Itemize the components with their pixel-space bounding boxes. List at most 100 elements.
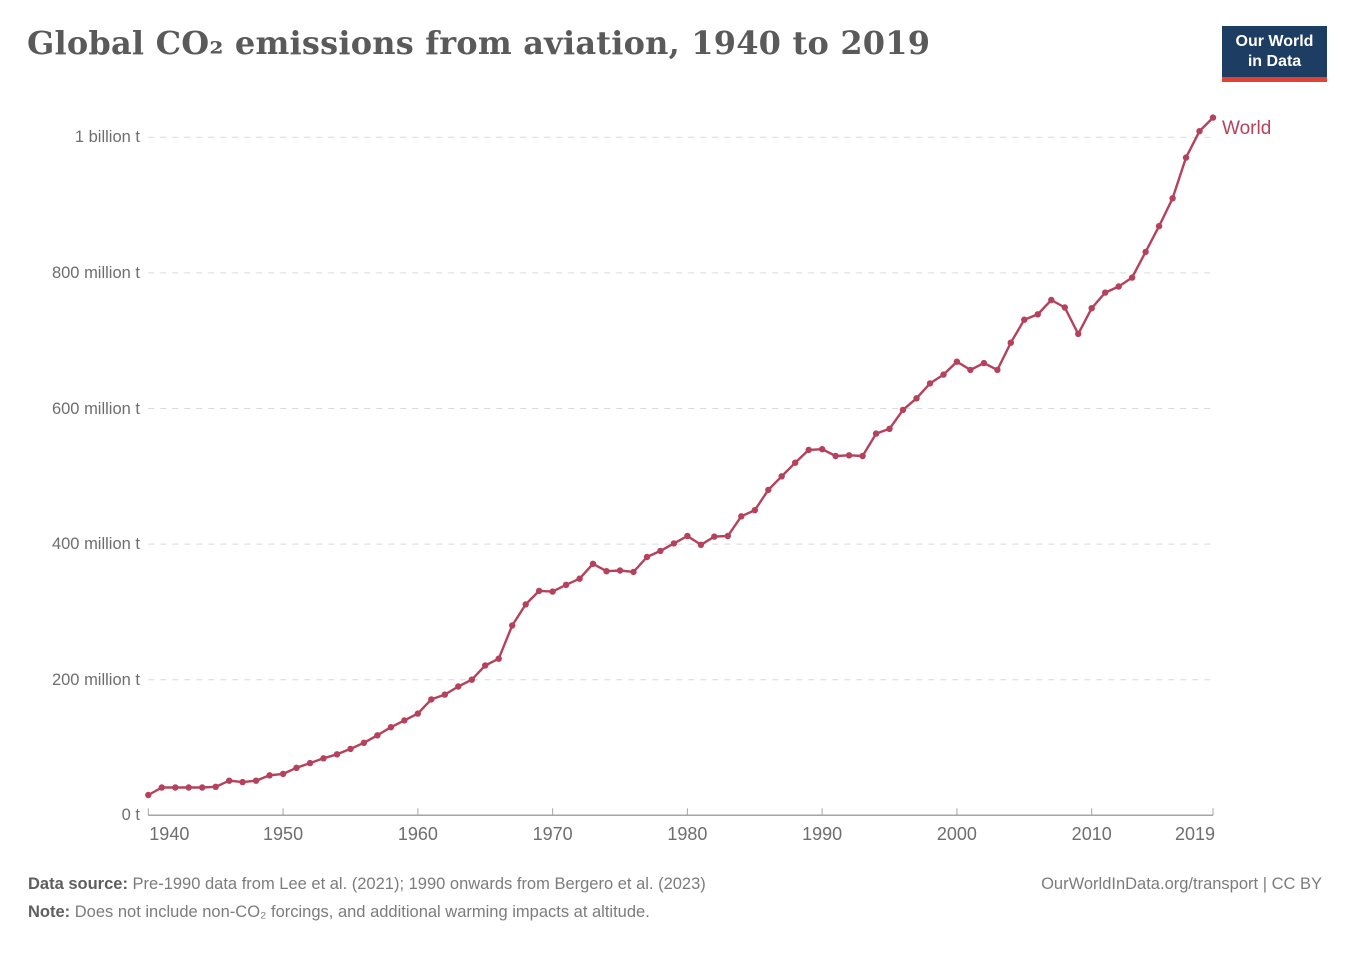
data-point-1941[interactable] [158,784,165,791]
data-point-1984[interactable] [738,513,745,520]
data-point-1970[interactable] [549,588,556,595]
data-point-2005[interactable] [1021,316,1028,323]
data-point-1977[interactable] [643,553,651,561]
data-point-1963[interactable] [455,683,462,690]
data-point-1957[interactable] [374,732,381,739]
data-point-1965[interactable] [482,662,489,669]
data-point-1949[interactable] [266,772,273,779]
data-point-1975[interactable] [616,567,624,574]
data-source-text: Pre-1990 data from Lee et al. (2021); 19… [127,875,706,893]
data-point-1943[interactable] [185,784,192,791]
data-point-1988[interactable] [792,459,799,466]
data-point-1940[interactable] [145,791,152,799]
data-point-2008[interactable] [1061,304,1069,311]
data-point-1973[interactable] [589,560,597,567]
data-point-1968[interactable] [522,601,529,608]
data-point-2009[interactable] [1075,330,1082,338]
note-label: Note: [28,903,71,921]
data-point-2014[interactable] [1142,248,1149,256]
data-point-1994[interactable] [872,430,880,437]
data-point-2011[interactable] [1102,289,1109,296]
data-point-1956[interactable] [360,739,368,746]
data-point-1989[interactable] [805,446,812,454]
owid-credit-link[interactable]: OurWorldInData.org/transport | CC BY [1041,875,1322,893]
data-point-2004[interactable] [1007,339,1014,346]
data-point-1981[interactable] [697,541,705,548]
y-axis-label-600: 600 million t [51,399,140,418]
y-axis-label-0: 0 t [121,806,140,825]
x-axis-label-2000: 2000 [936,824,977,844]
data-point-2006[interactable] [1034,311,1042,318]
data-point-1944[interactable] [199,784,206,791]
data-point-2017[interactable] [1182,154,1190,161]
data-point-2007[interactable] [1048,296,1055,304]
data-point-1953[interactable] [320,755,327,762]
chart-title: Global CO₂ emissions from aviation, 1940… [27,24,931,62]
data-point-1997[interactable] [913,395,920,402]
data-point-1942[interactable] [172,784,179,791]
data-point-1995[interactable] [886,425,893,432]
data-point-1986[interactable] [765,486,772,494]
data-point-1983[interactable] [724,532,731,540]
series-end-label-world[interactable]: World [1222,117,1272,139]
data-point-1985[interactable] [751,507,758,514]
data-point-1948[interactable] [252,777,260,784]
owid-logo[interactable]: Our World in Data [1222,26,1327,82]
data-point-1967[interactable] [509,622,516,629]
data-point-1958[interactable] [387,724,395,731]
x-axis-label-1990: 1990 [802,824,843,844]
data-point-1964[interactable] [468,676,475,683]
data-point-2019[interactable] [1209,114,1217,121]
data-point-1959[interactable] [401,717,408,724]
y-axis-label-400: 400 million t [51,535,140,554]
data-point-1955[interactable] [347,745,354,753]
world-series-line[interactable] [147,116,1215,797]
data-point-1951[interactable] [293,764,300,771]
data-point-1978[interactable] [657,547,664,555]
data-point-2002[interactable] [980,359,988,367]
data-point-2001[interactable] [967,366,974,374]
data-point-1971[interactable] [562,581,570,588]
data-point-2016[interactable] [1169,195,1176,202]
owid-logo-line2: in Data [1247,52,1302,70]
data-point-1974[interactable] [603,568,610,575]
data-point-1946[interactable] [226,777,233,784]
data-point-1976[interactable] [630,568,637,576]
x-axis-label-1940: 1940 [149,824,190,844]
data-point-1961[interactable] [428,696,435,703]
data-point-2000[interactable] [953,358,961,365]
y-axis-label-800: 800 million t [51,263,140,282]
data-point-1952[interactable] [306,759,314,767]
data-point-1954[interactable] [333,751,341,758]
data-point-2013[interactable] [1128,274,1136,281]
data-point-2012[interactable] [1115,283,1122,290]
data-point-1969[interactable] [535,587,543,595]
data-point-1987[interactable] [778,473,785,480]
data-point-1947[interactable] [239,778,246,786]
data-point-1982[interactable] [711,533,718,540]
data-point-2003[interactable] [994,366,1001,374]
data-point-1993[interactable] [859,452,866,460]
data-point-1998[interactable] [926,380,934,387]
data-point-1980[interactable] [684,532,691,540]
data-point-2010[interactable] [1088,305,1095,312]
data-point-1990[interactable] [819,446,826,453]
data-point-1960[interactable] [414,710,421,717]
data-point-2018[interactable] [1196,128,1203,135]
data-point-2015[interactable] [1155,222,1163,230]
x-axis-label-1960: 1960 [397,824,438,844]
data-point-1979[interactable] [670,540,678,547]
owid-logo-line1: Our World [1235,32,1314,50]
y-axis-label-1000: 1 billion t [74,128,140,147]
data-point-1996[interactable] [899,406,907,414]
data-point-1966[interactable] [495,655,502,662]
owid-logo-box: Our World in Data [1222,26,1327,77]
data-point-1950[interactable] [279,770,287,778]
data-point-1999[interactable] [940,371,947,378]
data-point-1991[interactable] [832,452,839,460]
data-point-1962[interactable] [441,691,448,698]
data-point-1945[interactable] [212,783,219,790]
data-point-1972[interactable] [576,575,583,582]
data-point-1992[interactable] [845,452,853,459]
